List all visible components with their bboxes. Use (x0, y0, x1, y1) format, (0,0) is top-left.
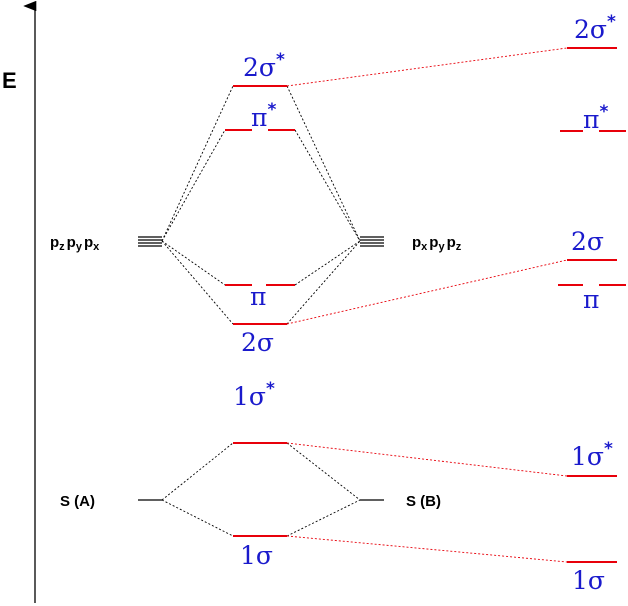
center-pi-label: π (250, 282, 266, 311)
center-mo-levels (225, 85, 295, 537)
right-pi-label: π (583, 285, 599, 314)
p-correlation-lines (161, 85, 361, 325)
left-p-orbital-label: pz py px (50, 234, 100, 253)
right-2sigma-star-label: 2σ* (574, 12, 616, 44)
left-s-orbital-label: S (A) (60, 493, 95, 510)
red-connector-lines (286, 47, 568, 563)
center-2sigma-label: 2σ (241, 328, 274, 357)
energy-axis-label: E (2, 68, 17, 93)
left-p-orbital-levels (138, 236, 162, 247)
right-1sigma-label: 1σ (572, 566, 605, 595)
center-1sigma-star-label: 1σ* (233, 379, 275, 411)
right-mo-levels (558, 47, 626, 563)
center-1sigma-label: 1σ (240, 541, 273, 570)
right-p-orbital-label: px py pz (412, 234, 462, 253)
center-2sigma-star-label: 2σ* (243, 50, 285, 82)
center-pi-star-label: π* (251, 100, 276, 132)
right-1sigma-star-label: 1σ* (571, 439, 613, 471)
right-pi-star-label: π* (583, 102, 608, 134)
right-s-orbital-label: S (B) (406, 493, 441, 510)
right-p-orbital-levels (360, 236, 384, 247)
left-p1: p (50, 234, 59, 251)
right-2sigma-label: 2σ (571, 227, 604, 256)
s-correlation-lines (161, 442, 361, 537)
